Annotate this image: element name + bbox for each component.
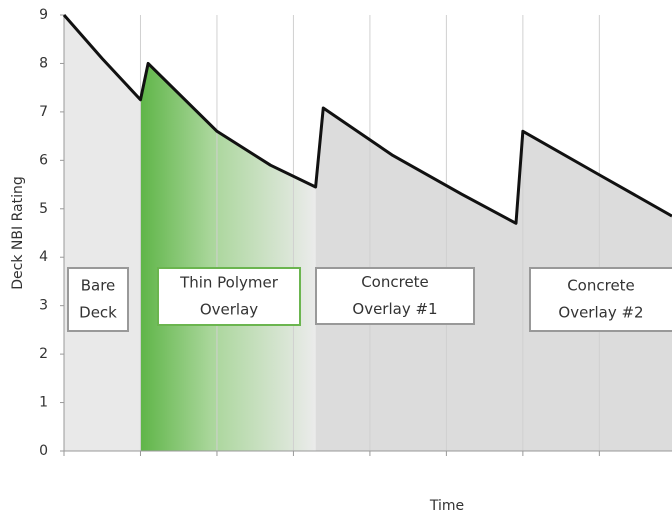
line (62, 14, 672, 225)
foreground: Bare Deck Thin Polymer Overlay Concrete Overl… (62, 14, 672, 332)
annotation-text: Deck (79, 304, 117, 322)
annotation-text: Concrete (567, 277, 635, 295)
y-tick-label: 7 (39, 104, 48, 120)
grid: 0 1 2 3 4 5 6 7 8 9 (39, 7, 672, 459)
y-tick-label: 2 (39, 346, 48, 362)
annotation-box (67, 267, 129, 332)
bare-region (64, 15, 149, 451)
concrete-region (315, 15, 672, 451)
annotation-box (529, 267, 672, 332)
y-tick-label: 9 (39, 7, 48, 23)
y-axis-label: Deck NBI Rating (10, 176, 26, 289)
y-tick-label: 6 (39, 152, 48, 168)
y-tick-label: 8 (39, 55, 48, 71)
annotation-text: Overlay #1 (352, 300, 437, 318)
area (64, 15, 672, 451)
annotation-box (315, 267, 475, 325)
y-tick-label: 4 (39, 249, 48, 265)
annotation-text: Overlay #2 (558, 304, 643, 322)
annotation-box (157, 267, 301, 326)
annotation-text: Bare (81, 277, 116, 295)
x-axis-label: Time (429, 498, 464, 514)
y-tick-label: 1 (39, 395, 48, 411)
y-tick-label: 5 (39, 201, 48, 217)
annotation-text: Concrete (361, 273, 429, 291)
y-tick-label: 3 (39, 298, 48, 314)
y-tick-label: 0 (39, 443, 48, 459)
annotation-text: Thin Polymer (179, 274, 279, 292)
annotation-text: Overlay (200, 301, 258, 319)
